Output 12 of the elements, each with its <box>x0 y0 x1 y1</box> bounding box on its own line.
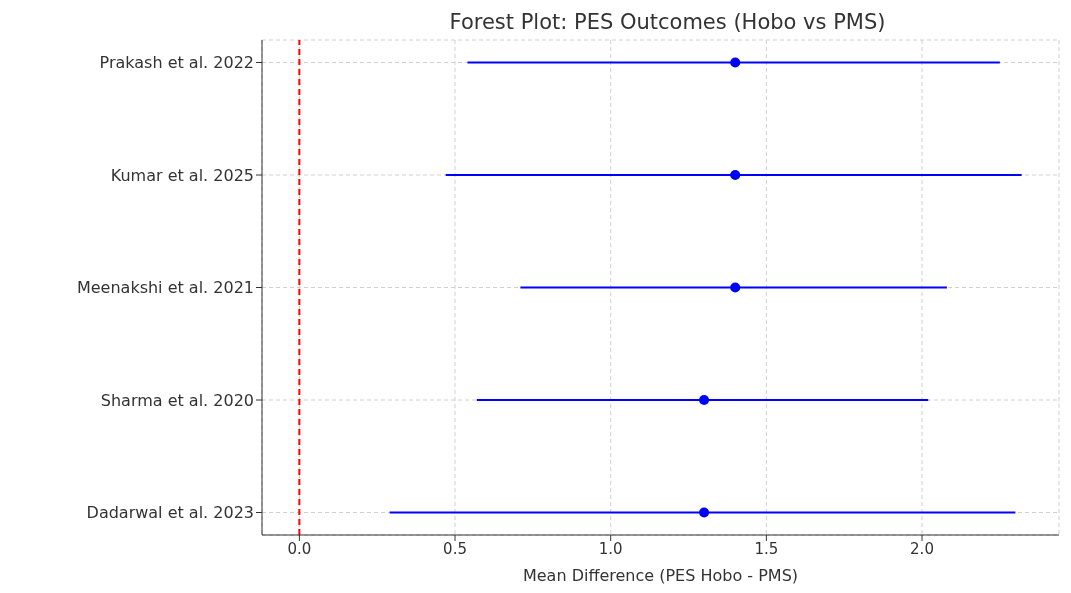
y-tick-label: Kumar et al. 2025 <box>110 165 254 185</box>
x-tick-label: 1.0 <box>598 539 623 558</box>
y-tick-label: Meenakshi et al. 2021 <box>76 278 254 298</box>
x-tick-label: 1.5 <box>754 539 779 558</box>
y-tick-label: Sharma et al. 2020 <box>100 390 254 410</box>
chart-title: Forest Plot: PES Outcomes (Hobo vs PMS) <box>448 10 887 34</box>
y-tick-label: Dadarwal et al. 2023 <box>86 503 254 523</box>
x-tick-label: 2.0 <box>910 539 934 558</box>
y-tick-label: Prakash et al. 2022 <box>99 53 254 73</box>
x-tick-label: 0.0 <box>287 539 312 558</box>
x-tick-label: 0.5 <box>443 539 467 558</box>
x-axis-title: Mean Difference (PES Hobo - PMS) <box>522 566 799 585</box>
